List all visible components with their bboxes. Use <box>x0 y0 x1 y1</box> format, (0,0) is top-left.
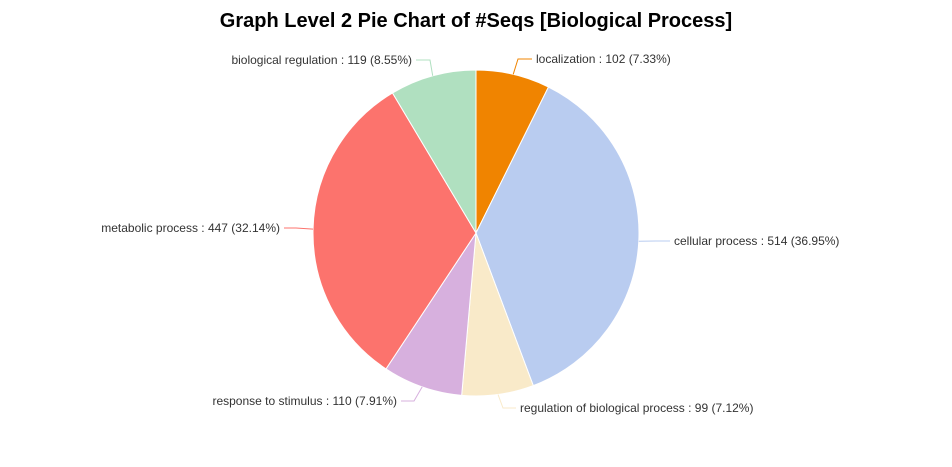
slice-label: cellular process : 514 (36.95%) <box>674 234 839 248</box>
chart-title: Graph Level 2 Pie Chart of #Seqs [Biolog… <box>219 10 733 32</box>
slice-label: localization : 102 (7.33%) <box>536 52 671 66</box>
leader-line <box>401 386 423 402</box>
slice-label: metabolic process : 447 (32.14%) <box>101 221 280 235</box>
leader-line <box>416 59 434 76</box>
leader-line <box>284 227 314 230</box>
pie-slice-metabolic-process <box>312 92 477 370</box>
leader-line <box>512 58 532 75</box>
slice-label: response to stimulus : 110 (7.91%) <box>212 394 397 408</box>
leader-line <box>497 394 516 409</box>
pie-slice-biological-regulation <box>391 69 477 235</box>
slice-label: regulation of biological process : 99 (7… <box>520 401 753 415</box>
slice-label: biological regulation : 119 (8.55%) <box>231 53 412 67</box>
